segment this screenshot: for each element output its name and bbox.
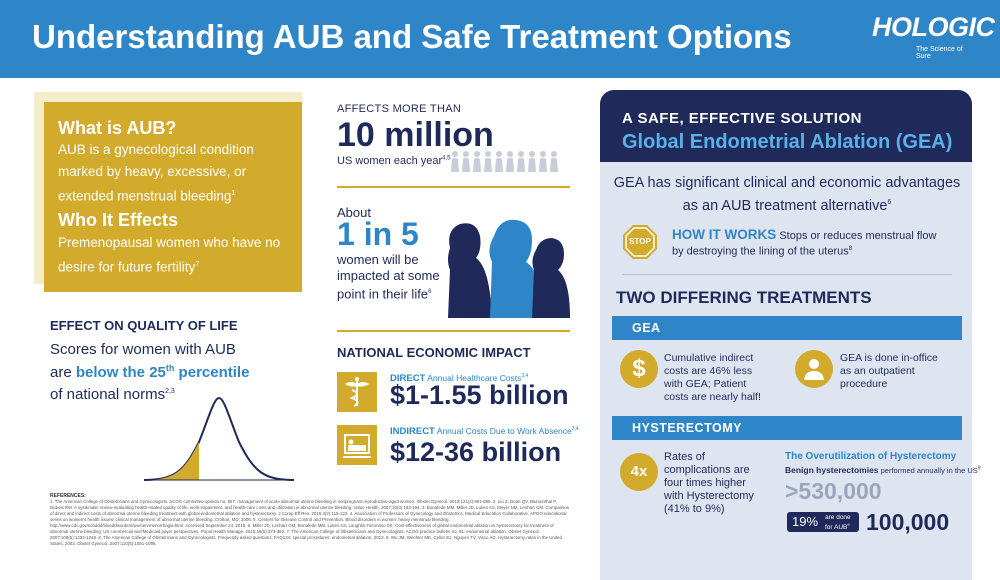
affects-sub: US women each year4,5: [337, 155, 451, 167]
solution-subtitle: Global Endometrial Ablation (GEA): [622, 131, 953, 153]
how-it-works: HOW IT WORKS Stops or reduces menstrual …: [672, 227, 937, 258]
gea-cost-text: Cumulative indirect costs are 46% less w…: [664, 352, 761, 403]
qol-heading: EFFECT ON QUALITY OF LIFE: [50, 318, 238, 333]
sick-bed-icon: [337, 425, 377, 465]
bell-curve-icon: [144, 396, 294, 481]
hysterectomy-bar: HYSTERECTOMY: [612, 416, 962, 440]
page-title: Understanding AUB and Safe Treatment Opt…: [32, 18, 792, 55]
economic-heading: NATIONAL ECONOMIC IMPACT: [337, 345, 531, 360]
panel-divider: [622, 274, 952, 275]
direct-value: $1-1.55 billion: [390, 380, 569, 410]
women-silhouettes-icon: [448, 219, 570, 318]
references: REFERENCES: 1. The American College of O…: [50, 493, 570, 547]
four-x-badge: 4x: [620, 453, 658, 491]
what-is-aub-card: [44, 102, 302, 292]
logo-wordmark: HOLOGIC: [872, 12, 995, 42]
overutilization-sub: Benign hysterectomies performed annually…: [785, 465, 981, 475]
divider: [337, 186, 570, 188]
one-in-five: 1 in 5: [337, 216, 419, 252]
indirect-value: $12-36 billion: [390, 437, 562, 467]
qol-text: Scores for women with AUB are below the …: [50, 341, 250, 403]
direct-label: DIRECT Annual Healthcare Costs3,4: [390, 373, 529, 384]
caduceus-icon: [337, 372, 377, 412]
overutilization-heading: The Overutilization of Hysterectomy: [785, 451, 957, 462]
references-heading: REFERENCES:: [50, 493, 86, 499]
treatments-heading: TWO DIFFERING TREATMENTS: [616, 288, 872, 307]
hysterectomy-text: Rates of complications are four times hi…: [664, 451, 754, 515]
aub-hysterectomy-count: 100,000: [866, 509, 950, 535]
who-text: Premenopausal women who have no desire f…: [58, 235, 281, 275]
aub-percent-pill: 19% are done for AUB9: [787, 512, 859, 532]
stop-sign-label: STOP: [629, 237, 651, 246]
hysterectomy-total: >530,000: [785, 478, 882, 504]
stop-sign-icon: [623, 225, 657, 259]
about-label: About: [337, 205, 371, 220]
solution-title: A SAFE, EFFECTIVE SOLUTION: [622, 110, 862, 127]
one-in-five-text: women will be impacted at some point in …: [337, 252, 440, 302]
dollar-icon: $: [620, 350, 658, 388]
affects-number: 10 million: [337, 116, 494, 154]
what-is-text: AUB is a gynecological condition marked …: [58, 142, 254, 204]
indirect-label: INDIRECT Annual Costs Due to Work Absenc…: [390, 426, 579, 437]
solution-intro: GEA has significant clinical and economi…: [613, 175, 961, 214]
header-banner: Understanding AUB and Safe Treatment Opt…: [0, 0, 1000, 78]
references-text: 1. The American College of Obstetricians…: [50, 499, 570, 546]
women-people-icon: [451, 151, 558, 172]
divider: [337, 330, 570, 332]
what-is-heading: What is AUB?: [58, 118, 177, 138]
affects-label: AFFECTS MORE THAN: [337, 103, 462, 115]
gea-bar: GEA: [612, 316, 962, 340]
logo-tagline: The Science of Sure: [916, 46, 963, 60]
hologic-logo: HOLOGIC The Science of Sure: [872, 12, 995, 62]
gea-office-text: GEA is done in-office as an outpatient p…: [840, 352, 938, 390]
solution-header: [600, 90, 972, 162]
who-heading: Who It Effects: [58, 210, 178, 230]
doctor-icon: [795, 350, 833, 388]
